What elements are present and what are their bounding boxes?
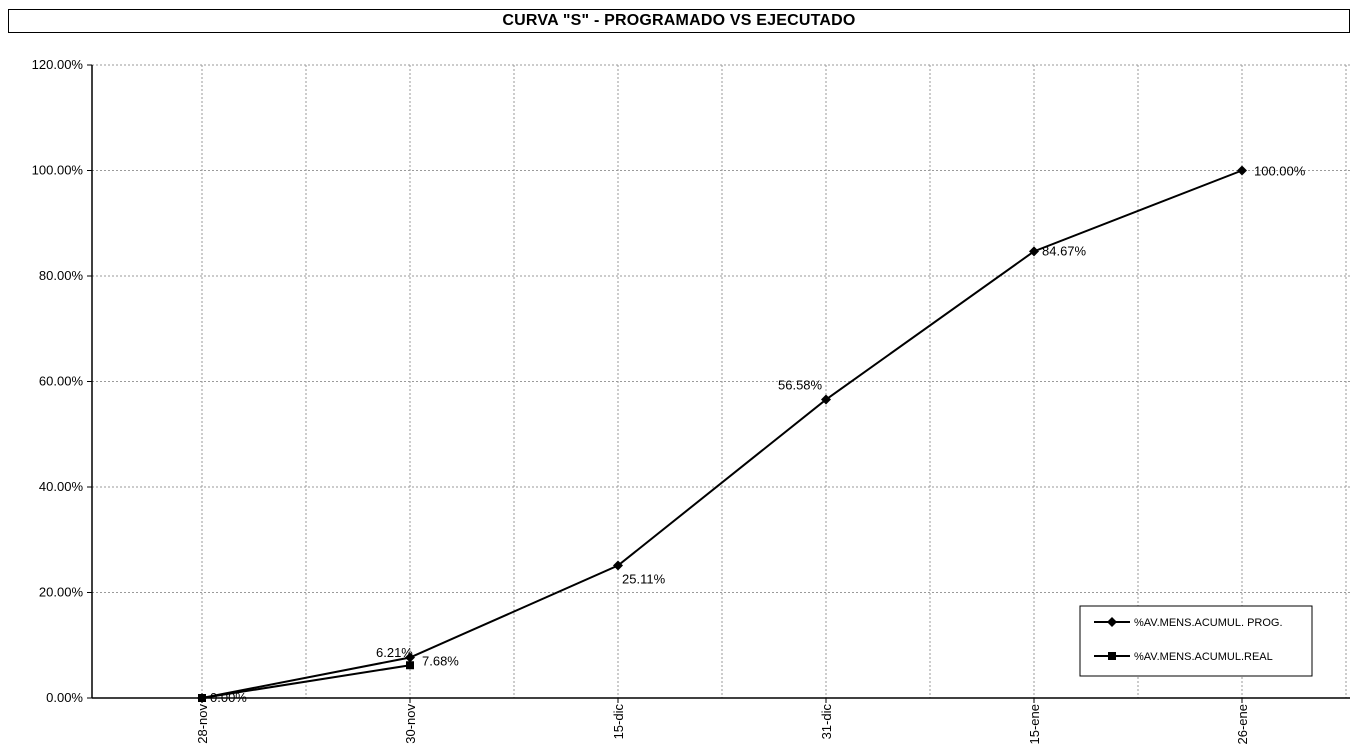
legend-label: %AV.MENS.ACUMUL. PROG. (1134, 617, 1283, 629)
diamond-marker (1237, 165, 1247, 176)
diamond-marker (1029, 246, 1039, 257)
data-label: 100.00% (1254, 164, 1306, 179)
series-layer (197, 165, 1247, 703)
y-tick-label: 0.00% (46, 690, 83, 705)
series-line-prog (201, 169, 1243, 699)
chart-title: CURVA "S" - PROGRAMADO VS EJECUTADO (502, 12, 856, 29)
legend-label: %AV.MENS.ACUMUL.REAL (1134, 651, 1273, 663)
x-tick-label: 15-ene (1027, 704, 1042, 744)
legend: %AV.MENS.ACUMUL. PROG. %AV.MENS.ACUMUL.RE… (1079, 605, 1313, 677)
x-tick-label: 31-dic (819, 704, 834, 740)
data-label: 7.68% (422, 653, 459, 668)
axes: 0.00% 20.00% 40.00% 60.00% 80.00% 100.00% 120.… (32, 57, 1350, 744)
data-label: 25.11% (622, 572, 666, 587)
square-marker (406, 661, 414, 670)
square-marker (198, 694, 206, 702)
y-tick-label: 120.00% (32, 57, 84, 72)
diamond-marker (613, 560, 623, 571)
series-line-real (201, 664, 411, 699)
diamond-marker (821, 394, 831, 405)
square-marker (1108, 652, 1116, 660)
y-tick-label: 80.00% (39, 268, 84, 283)
data-label: 84.67% (1042, 243, 1087, 258)
data-labels: 0.00% 7.68% 25.11% 56.58% 84.67% 100.00% 6.21% (210, 164, 1306, 706)
diamond-marker (1107, 617, 1117, 627)
y-tick-label: 60.00% (39, 374, 84, 389)
y-tick-label: 20.00% (39, 585, 84, 600)
x-tick-label: 28-nov (195, 704, 210, 744)
data-label: 56.58% (778, 378, 823, 393)
y-tick-label: 100.00% (32, 163, 84, 178)
legend-box (1079, 605, 1313, 677)
y-tick-label: 40.00% (39, 479, 84, 494)
data-label: 0.00% (210, 690, 247, 705)
x-tick-label: 26-ene (1235, 704, 1250, 744)
chart-title-box: CURVA "S" - PROGRAMADO VS EJECUTADO (8, 9, 1350, 33)
x-tick-label: 15-dic (611, 704, 626, 740)
data-label: 6.21% (376, 645, 413, 660)
x-tick-label: 30-nov (403, 704, 418, 744)
diamond-marker (405, 652, 415, 663)
